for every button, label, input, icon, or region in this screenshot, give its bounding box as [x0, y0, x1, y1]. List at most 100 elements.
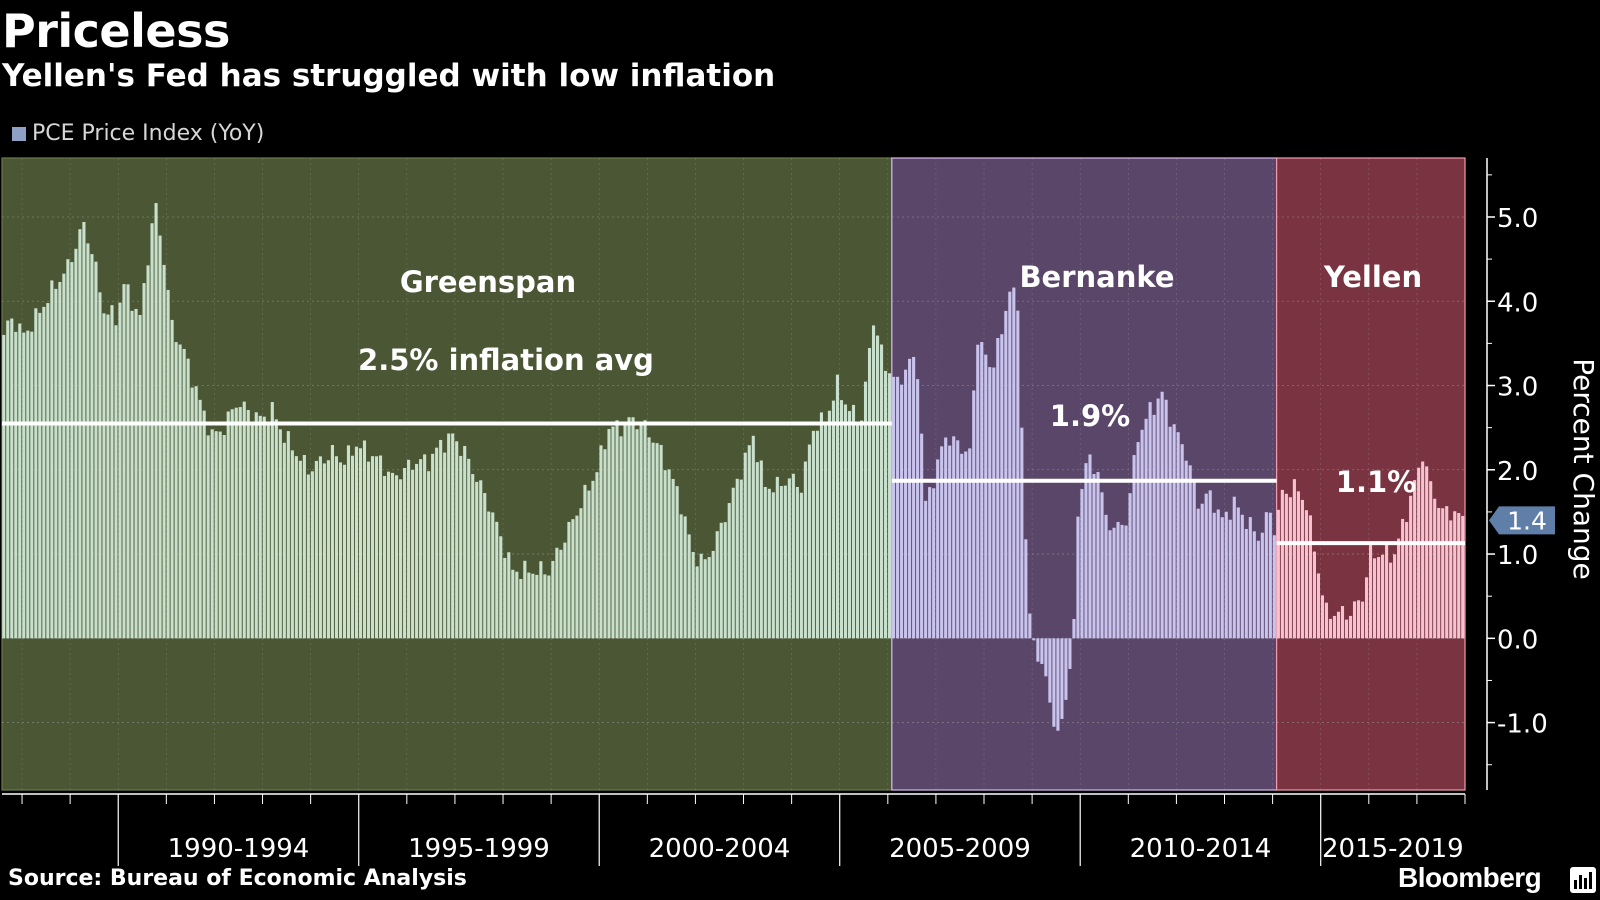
bar [1437, 507, 1441, 639]
bar [2, 334, 6, 639]
bar [1012, 287, 1016, 639]
bar [1132, 455, 1136, 639]
bar [354, 446, 359, 639]
bar [302, 454, 306, 639]
bar [775, 476, 779, 639]
bloomberg-logo-icon [1570, 867, 1596, 893]
bar [198, 399, 202, 639]
bar [1308, 515, 1312, 639]
bar [507, 552, 511, 639]
period-label-bernanke: Bernanke [1019, 260, 1174, 294]
bar [142, 283, 146, 639]
bar [719, 522, 723, 639]
bar [940, 446, 944, 639]
bar [755, 462, 759, 639]
bar [1096, 472, 1100, 639]
bar [439, 439, 443, 639]
bar [290, 450, 294, 639]
bar [1236, 507, 1240, 639]
bar [479, 480, 483, 639]
bar [996, 338, 1000, 639]
bar [691, 551, 695, 639]
bar [515, 571, 519, 639]
bar [667, 469, 671, 639]
bar [1028, 613, 1032, 639]
bar [70, 262, 74, 639]
bar [1316, 573, 1321, 639]
bar [563, 542, 567, 639]
bar [218, 431, 222, 639]
bar [1421, 461, 1425, 639]
bar [523, 560, 527, 639]
bar [1128, 493, 1132, 639]
bar [10, 318, 14, 639]
bar [90, 254, 94, 639]
bar [527, 572, 531, 639]
bar [835, 374, 840, 639]
bar [1200, 503, 1204, 639]
bar [1252, 531, 1256, 639]
bar [1300, 499, 1304, 639]
period-label-greenspan: Greenspan [400, 265, 576, 299]
bar [1176, 432, 1180, 639]
bar [1004, 310, 1008, 639]
bar [928, 487, 932, 639]
bar [138, 314, 142, 639]
bar [234, 407, 238, 639]
bar [1288, 497, 1292, 639]
bar [579, 508, 583, 639]
bar [559, 549, 563, 639]
bar [807, 444, 811, 639]
x-tick-label: 2010-2014 [1130, 834, 1272, 864]
bar [1076, 516, 1080, 639]
bar [318, 456, 322, 639]
bar [1216, 509, 1220, 639]
x-tick-label: 1990-1994 [168, 834, 310, 864]
bar [386, 471, 391, 639]
bar [859, 420, 864, 639]
bar [1016, 310, 1020, 639]
period-band-bernanke [891, 157, 1278, 791]
bar [270, 402, 274, 639]
bar [182, 348, 186, 639]
bar [535, 574, 539, 639]
bar [238, 407, 242, 639]
y-tick-label: 5.0 [1497, 204, 1538, 234]
bar [968, 448, 972, 639]
last-value-label: 1.4 [1507, 506, 1547, 535]
bar [1152, 414, 1156, 639]
bar [547, 575, 551, 639]
bar [190, 387, 194, 639]
bar [334, 456, 338, 639]
bar [378, 455, 383, 639]
bar [74, 248, 78, 639]
bar [643, 420, 647, 639]
bar [407, 459, 411, 639]
bar [815, 430, 819, 639]
bar [358, 448, 363, 639]
bar [727, 503, 731, 639]
bar [655, 443, 659, 639]
bar [1124, 525, 1128, 639]
bar [382, 476, 387, 639]
bar [723, 522, 727, 639]
bar [591, 480, 595, 639]
bar [747, 445, 751, 639]
bar [86, 243, 90, 639]
bar [707, 557, 711, 639]
bar [767, 488, 771, 639]
bar [1148, 402, 1152, 639]
bar [415, 463, 419, 639]
bar [900, 384, 904, 639]
bar [78, 229, 82, 639]
bar [888, 373, 892, 639]
bar [463, 445, 467, 639]
bar [206, 435, 210, 639]
bar [1280, 489, 1284, 639]
bar [679, 514, 683, 639]
bar [403, 468, 407, 639]
bar [663, 470, 667, 639]
bar [346, 445, 351, 639]
bar [751, 435, 755, 639]
